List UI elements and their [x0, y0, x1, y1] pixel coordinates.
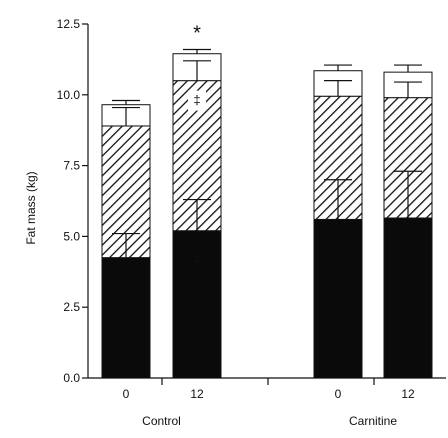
bar-segment: [101, 257, 151, 379]
y-axis-title: Fat mass (kg): [24, 171, 38, 244]
y-tick-label: 12.5: [57, 17, 81, 31]
x-tick-label: 12: [190, 387, 204, 401]
x-tick-label: 0: [123, 387, 130, 401]
significance-marker: ‡: [193, 252, 200, 267]
significance-marker: ‡: [193, 93, 200, 108]
significance-marker: *: [193, 22, 201, 44]
x-tick-label: 0: [335, 387, 342, 401]
y-axis: 0.0 2.5 5.0 7.5 10.0 12.5: [57, 17, 446, 385]
y-tick-label: 5.0: [63, 229, 80, 243]
group-label: Control: [142, 414, 181, 428]
x-tick-label: 12: [401, 387, 415, 401]
y-tick-label: 10.0: [57, 88, 81, 102]
group-label: Carnitine: [349, 414, 397, 428]
annotation-backdrop: [188, 90, 206, 111]
labels-layer: 0 12 Control 0 12 Carnitine * ‡ ‡: [123, 22, 415, 428]
y-tick-label: 2.5: [63, 300, 80, 314]
y-tick-label: 0.0: [63, 371, 80, 385]
bars-layer: [101, 48, 433, 379]
y-tick-label: 7.5: [63, 159, 80, 173]
bar-segment: [383, 217, 433, 379]
bar-segment: [313, 218, 363, 379]
